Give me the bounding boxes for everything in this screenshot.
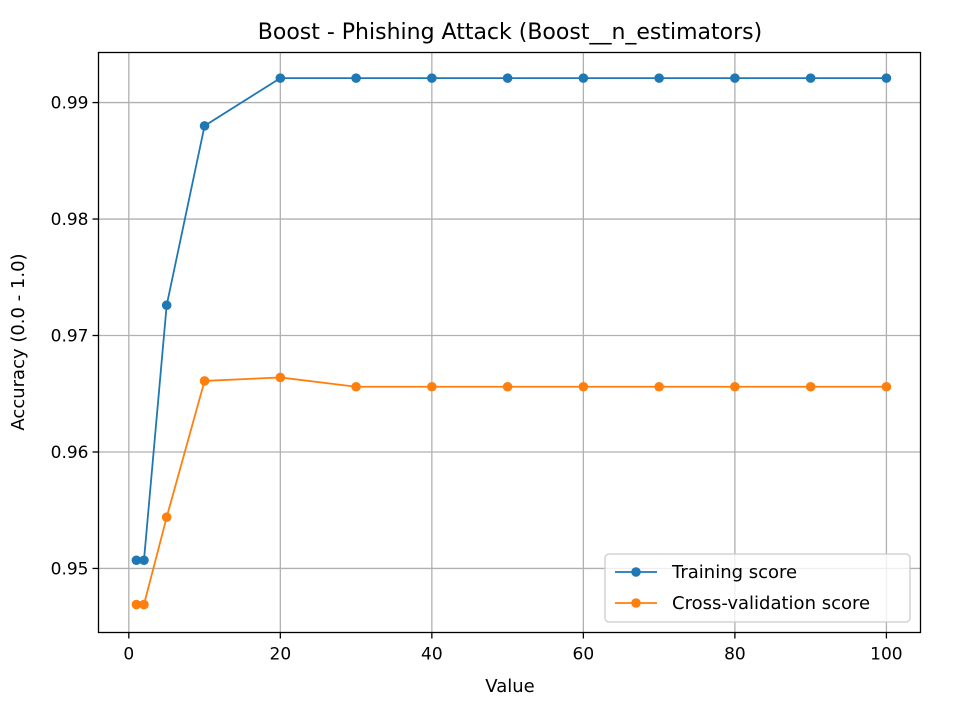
data-point-0 — [805, 73, 816, 83]
legend-marker — [631, 567, 641, 577]
data-point-0 — [275, 73, 286, 83]
series-lines — [136, 77, 887, 606]
x-axis-ticks: 0 20 40 60 80 100 — [123, 632, 903, 665]
data-point-1 — [805, 381, 816, 392]
grid — [98, 52, 921, 633]
legend-label: Training score — [671, 562, 797, 583]
data-point-0 — [578, 73, 589, 83]
data-point-1 — [881, 381, 892, 392]
data-point-0 — [881, 73, 892, 83]
chart-title: Boost - Phishing Attack (Boost__n_estima… — [258, 20, 762, 45]
data-point-1 — [502, 381, 513, 392]
data-point-0 — [161, 300, 172, 311]
data-point-1 — [131, 599, 142, 610]
y-axis-label: Accuracy (0.0 - 1.0) — [8, 253, 29, 430]
data-point-1 — [351, 381, 361, 392]
x-tick-label: 60 — [573, 645, 595, 665]
data-point-1 — [578, 381, 589, 392]
x-tick-label: 40 — [421, 645, 443, 665]
legend-marker — [631, 598, 641, 608]
x-tick-label: 20 — [270, 645, 292, 665]
series-points — [131, 73, 892, 610]
data-point-1 — [139, 599, 149, 610]
y-tick-label: 0.98 — [51, 210, 89, 230]
data-point-0 — [199, 121, 210, 131]
x-tick-label: 0 — [123, 645, 134, 665]
x-axis-label: Value — [485, 676, 534, 697]
y-axis-ticks: 0.95 0.96 0.97 0.98 0.99 — [51, 94, 99, 579]
data-point-1 — [730, 381, 740, 392]
data-point-1 — [654, 381, 664, 392]
legend: Training score Cross-validation score — [604, 553, 911, 623]
y-tick-label: 0.99 — [51, 94, 89, 114]
data-point-0 — [502, 73, 513, 83]
y-tick-label: 0.96 — [51, 443, 89, 463]
data-point-0 — [654, 73, 664, 83]
y-tick-label: 0.97 — [51, 327, 89, 347]
data-point-0 — [131, 555, 142, 566]
y-tick-label: 0.95 — [51, 559, 89, 579]
x-tick-label: 100 — [870, 645, 902, 665]
data-point-1 — [275, 372, 286, 383]
data-point-0 — [351, 73, 361, 83]
x-tick-label: 80 — [724, 645, 746, 665]
data-point-0 — [730, 73, 740, 83]
legend-label: Cross-validation score — [672, 593, 870, 614]
plot-area-frame — [97, 51, 922, 634]
data-point-0 — [139, 555, 149, 566]
data-point-1 — [161, 512, 172, 522]
data-point-1 — [199, 376, 210, 386]
legend-box — [604, 553, 911, 623]
data-point-1 — [427, 381, 437, 392]
data-point-0 — [427, 73, 437, 83]
series-line-0 — [136, 77, 887, 562]
